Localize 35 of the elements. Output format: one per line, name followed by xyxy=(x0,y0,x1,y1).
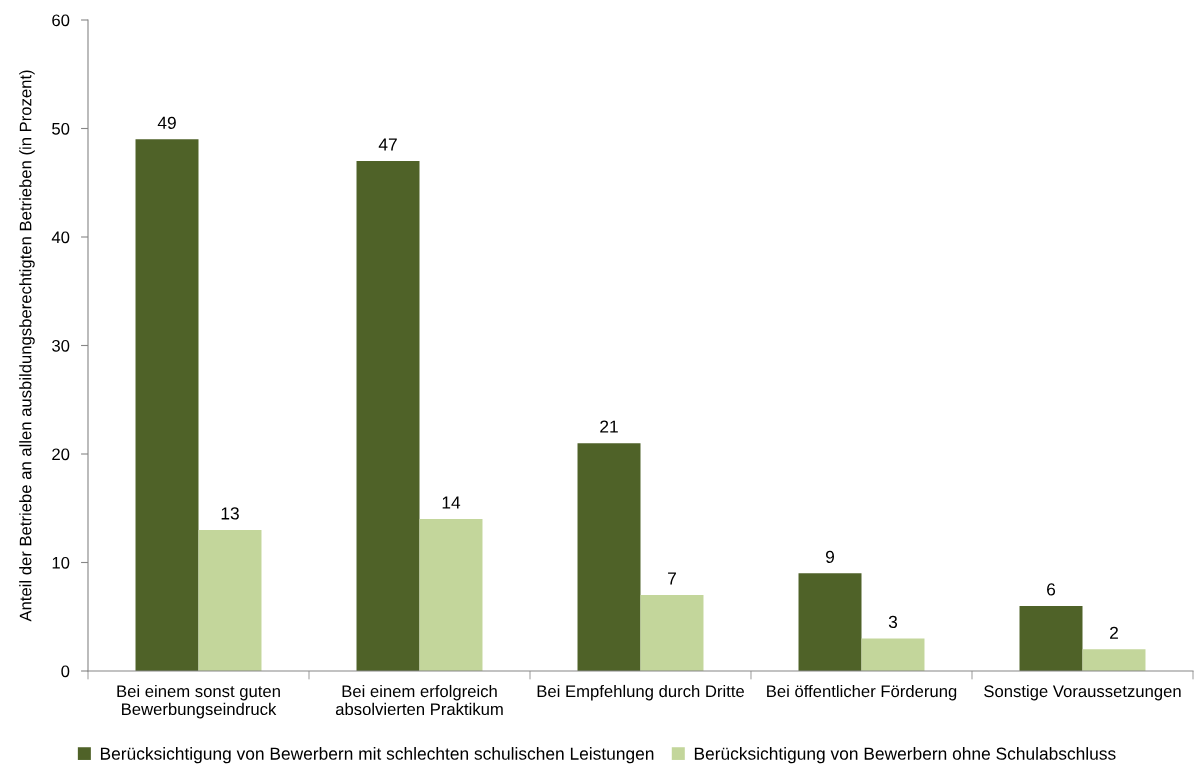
legend-label: Berücksichtigung von Bewerbern mit schlechten schulischen Leistungen xyxy=(100,747,654,764)
bar xyxy=(577,443,641,671)
y-tick-label: 0 xyxy=(61,665,70,678)
data-label: 47 xyxy=(378,138,397,151)
bar xyxy=(198,529,262,671)
data-label: 21 xyxy=(600,420,618,433)
bar xyxy=(1019,605,1083,671)
legend-label: Berücksichtigung von Bewerbern ohne Schulabschluss xyxy=(694,747,1116,764)
data-label: 9 xyxy=(825,550,835,563)
bar xyxy=(798,573,862,671)
bar xyxy=(861,638,925,671)
bar xyxy=(356,161,420,671)
bar xyxy=(135,139,199,671)
y-tick-label: 60 xyxy=(52,14,70,27)
data-label: 2 xyxy=(1110,626,1118,639)
x-tick-label: Bei einem sonst guten Bewerbungseindruck xyxy=(117,684,280,719)
data-label: 3 xyxy=(888,615,898,629)
data-label: 14 xyxy=(442,496,461,509)
y-tick-label: 40 xyxy=(51,231,70,244)
data-label: 6 xyxy=(1047,583,1056,596)
bar xyxy=(419,519,483,671)
data-label: 49 xyxy=(157,116,176,129)
x-tick-label: Bei öffentlicher Förderung xyxy=(767,684,957,701)
y-tick-label: 50 xyxy=(52,122,70,135)
y-tick-label: 30 xyxy=(52,339,70,352)
x-tick-label: Bei einem erfolgreich absolvierten Praktikum xyxy=(335,684,503,716)
y-axis-title: Anteil der Betriebe an allen ausbildungsberechtigten Betrieben (in Prozent) xyxy=(19,70,35,622)
data-label: 13 xyxy=(221,507,239,520)
data-label: 7 xyxy=(668,572,676,585)
y-tick-label: 20 xyxy=(52,448,70,461)
x-tick-label: Bei Empfehlung durch Dritte xyxy=(537,684,744,701)
bar xyxy=(640,595,704,671)
bar xyxy=(1082,649,1146,671)
y-tick-label: 10 xyxy=(52,556,70,569)
x-tick-label: Sonstige Voraussetzungen xyxy=(984,684,1181,701)
